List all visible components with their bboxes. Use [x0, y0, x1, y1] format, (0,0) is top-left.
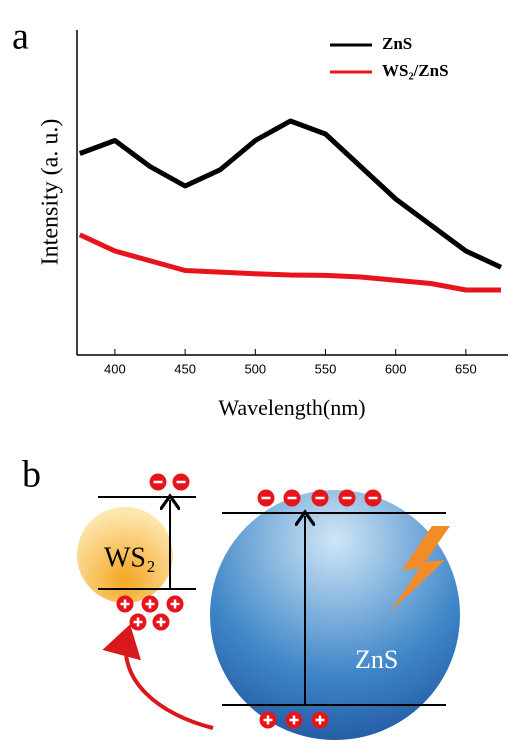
legend-label: WS₂/ZnS [382, 61, 449, 80]
material-label: ZnS [355, 645, 398, 674]
x-tick-label: 450 [174, 361, 196, 376]
legend-label: ZnS [382, 34, 412, 53]
chart: a Intensity (a. u.) Wavelength(nm) 400 45… [12, 16, 508, 420]
zns-particle [210, 490, 460, 740]
charges [116, 473, 382, 729]
material-label: WS₂ [104, 542, 156, 573]
transfer-arrow [102, 624, 214, 730]
x-axis-label: Wavelength(nm) [218, 395, 365, 420]
x-tick-label: 600 [385, 361, 407, 376]
x-tick-label: 400 [104, 361, 126, 376]
light-icon [390, 526, 450, 612]
diagram: b WS₂ ZnS [22, 454, 460, 740]
y-axis-label: Intensity (a. u.) [38, 119, 64, 266]
x-tick-label: 550 [315, 361, 337, 376]
x-tick-label: 650 [455, 361, 477, 376]
ws2-particle [77, 507, 173, 603]
x-tick-label: 500 [244, 361, 266, 376]
panel-label: a [12, 16, 29, 58]
panel-label: b [22, 454, 41, 496]
line-series [78, 232, 501, 293]
line-series [78, 118, 503, 270]
